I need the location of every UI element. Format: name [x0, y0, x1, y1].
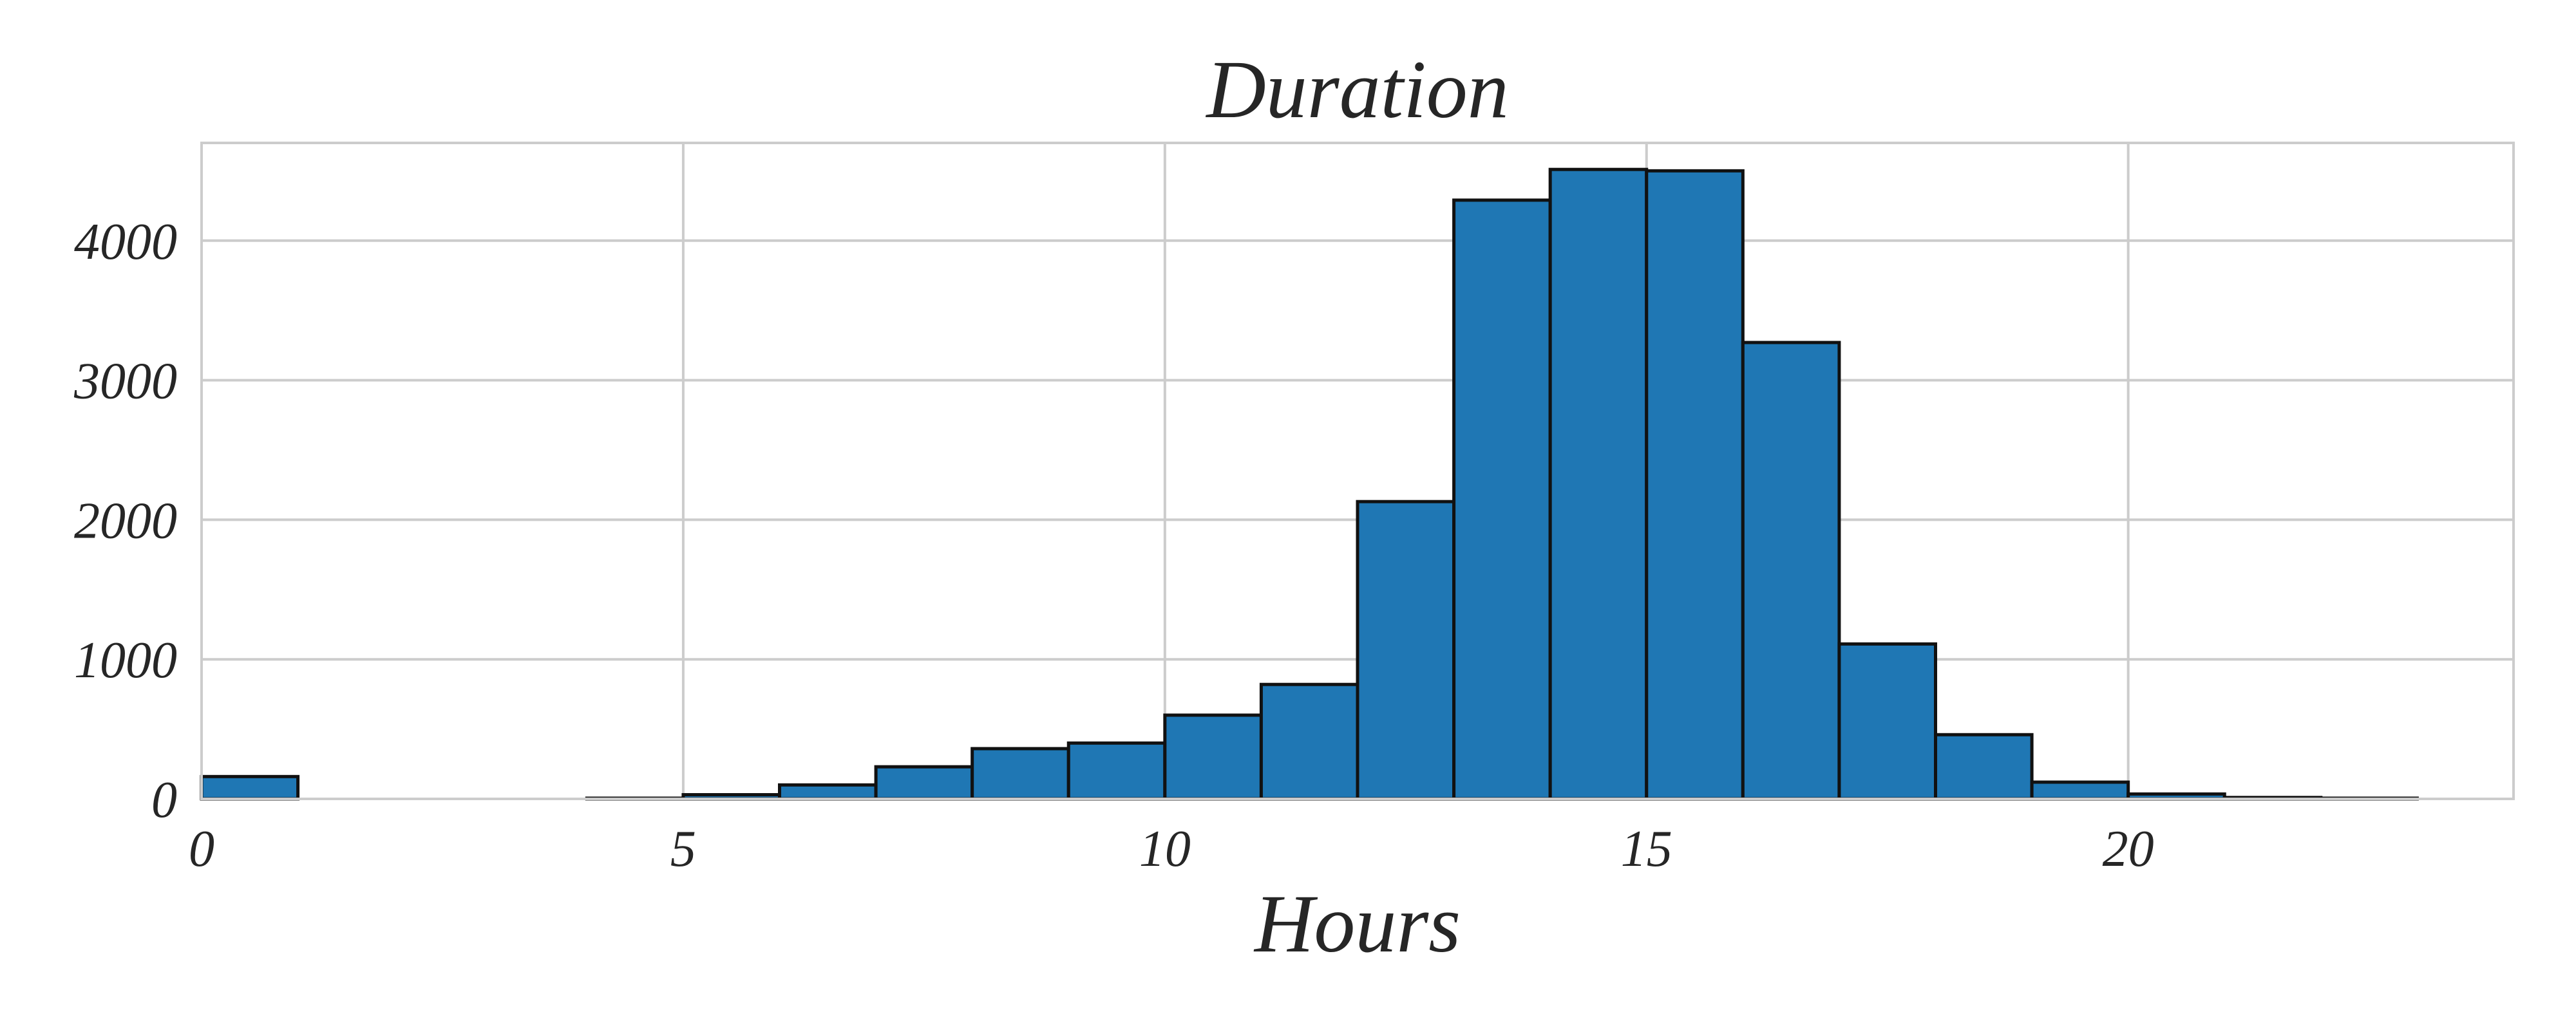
x-axis-label: Hours	[1253, 878, 1461, 969]
histogram-bar	[1548, 167, 1649, 801]
histogram-bar	[778, 783, 878, 801]
x-axis-ticks: 0 5 10 15 20	[189, 821, 2154, 877]
y-tick-label: 1000	[74, 632, 177, 689]
x-tick-label: 10	[1139, 821, 1191, 877]
histogram-bar	[874, 765, 974, 801]
histogram-bars	[200, 167, 2419, 801]
y-tick-label: 4000	[74, 214, 177, 270]
histogram-bar	[1452, 198, 1552, 801]
x-tick-label: 15	[1621, 821, 1672, 877]
y-tick-label: 3000	[73, 353, 177, 410]
histogram-bar	[1066, 741, 1167, 801]
x-tick-label: 20	[2103, 821, 2154, 877]
histogram-bar	[1934, 733, 2034, 801]
y-axis-ticks: 0 1000 2000 3000 4000	[73, 214, 177, 829]
x-tick-label: 5	[670, 821, 696, 877]
histogram-bar	[971, 747, 1070, 801]
histogram-bar	[1259, 682, 1359, 801]
histogram-bar	[1356, 500, 1456, 801]
y-tick-label: 2000	[74, 492, 177, 549]
chart-title: Duration	[1205, 44, 1508, 135]
plot-frame	[200, 142, 2515, 800]
histogram-bar	[200, 774, 300, 801]
histogram-bar	[1837, 642, 1938, 801]
histogram-bar	[1163, 713, 1263, 801]
histogram-bar	[1645, 169, 1745, 801]
x-tick-label: 0	[189, 821, 214, 877]
histogram-bar	[1741, 341, 1841, 801]
histogram-bar	[2030, 780, 2130, 801]
y-tick-label: 0	[151, 772, 177, 829]
